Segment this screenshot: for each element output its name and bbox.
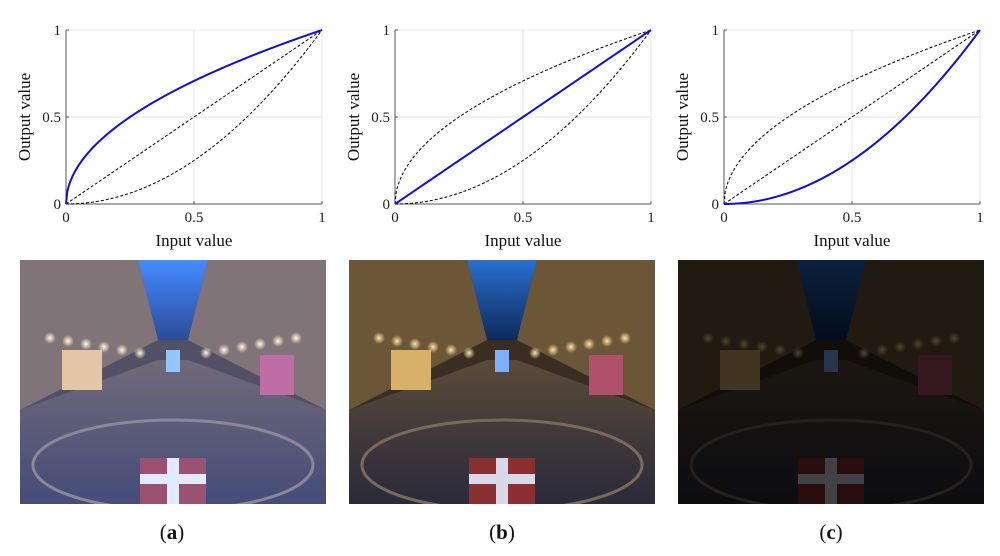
gallery-photo-a <box>20 260 326 504</box>
x-tick-label: 0 <box>62 210 70 226</box>
y-tick-label: 0 <box>712 197 720 213</box>
reference-curve-line <box>395 29 652 205</box>
gallery-photo-b <box>349 260 655 504</box>
y-tick-label: 1 <box>54 23 62 39</box>
highlighted-curve-line <box>394 29 652 205</box>
lamp-glow <box>619 332 631 344</box>
reference-curve-line <box>65 29 323 205</box>
far-archway <box>495 350 509 372</box>
y-axis-label: Output value <box>15 73 34 161</box>
lamp-glow <box>373 332 385 344</box>
chart-panel-2: 00 0.5 0.5 1 1 Input value Output value <box>673 23 984 250</box>
y-axis-label: Output value <box>344 73 363 161</box>
x-axis-label: Input value <box>485 231 562 250</box>
photo-gamma-b <box>349 260 655 504</box>
y-tick-label: 0.5 <box>42 110 61 126</box>
photo-gamma-a <box>20 260 326 504</box>
x-tick-label: 0.5 <box>185 210 204 226</box>
chart-panel-0: 00 0.5 0.5 1 1 Input value Output value <box>15 23 326 250</box>
lamp-glow <box>445 344 457 356</box>
tone-overlay <box>349 260 655 504</box>
reference-curve-line <box>394 29 652 205</box>
y-tick-label: 1 <box>712 23 720 39</box>
lamp-glow <box>601 335 613 347</box>
caption-a: (a) <box>159 520 185 544</box>
x-tick-label: 1 <box>318 210 326 226</box>
highlighted-curve-line <box>65 29 323 205</box>
glass-roof <box>467 260 537 340</box>
y-tick-label: 0.5 <box>700 110 719 126</box>
left-facade <box>349 260 487 410</box>
caption-c: (c) <box>819 520 843 544</box>
y-tick-label: 0.5 <box>371 110 390 126</box>
crest-cross-horizontal <box>469 474 535 484</box>
x-tick-label: 0 <box>391 210 399 226</box>
reference-curve-line <box>723 29 981 205</box>
lamp-glow <box>463 347 475 359</box>
y-axis-label: Output value <box>673 73 692 161</box>
x-tick-label: 1 <box>976 210 984 226</box>
x-axis-label: Input value <box>814 231 891 250</box>
x-tick-label: 0.5 <box>514 210 533 226</box>
x-axis-label: Input value <box>156 231 233 250</box>
lamp-glow <box>427 341 439 353</box>
y-tick-label: 0 <box>383 197 391 213</box>
shop-window-left <box>391 350 431 390</box>
photo-gamma-c <box>678 260 984 504</box>
lamp-glow <box>547 344 559 356</box>
lamp-glow <box>391 335 403 347</box>
floor-mosaic-ring <box>360 418 644 504</box>
chart-panel-1: 00 0.5 0.5 1 1 Input value Output value <box>344 23 655 250</box>
x-tick-label: 0.5 <box>843 210 862 226</box>
tone-overlay <box>20 260 326 504</box>
lamp-glow <box>529 347 541 359</box>
floor <box>349 360 655 504</box>
shop-window-right <box>589 355 623 395</box>
x-tick-label: 0 <box>720 210 728 226</box>
lamp-glow <box>565 341 577 353</box>
reference-curve-line <box>66 29 323 205</box>
y-tick-label: 1 <box>383 23 391 39</box>
lamp-glow <box>583 338 595 350</box>
x-tick-label: 1 <box>647 210 655 226</box>
tone-overlay <box>678 260 984 504</box>
gallery-photo-c <box>678 260 984 504</box>
highlighted-curve-line <box>724 29 981 205</box>
reference-curve-line <box>723 29 981 205</box>
lamp-glow <box>409 338 421 350</box>
caption-b: (b) <box>489 520 515 544</box>
y-tick-label: 0 <box>54 197 62 213</box>
